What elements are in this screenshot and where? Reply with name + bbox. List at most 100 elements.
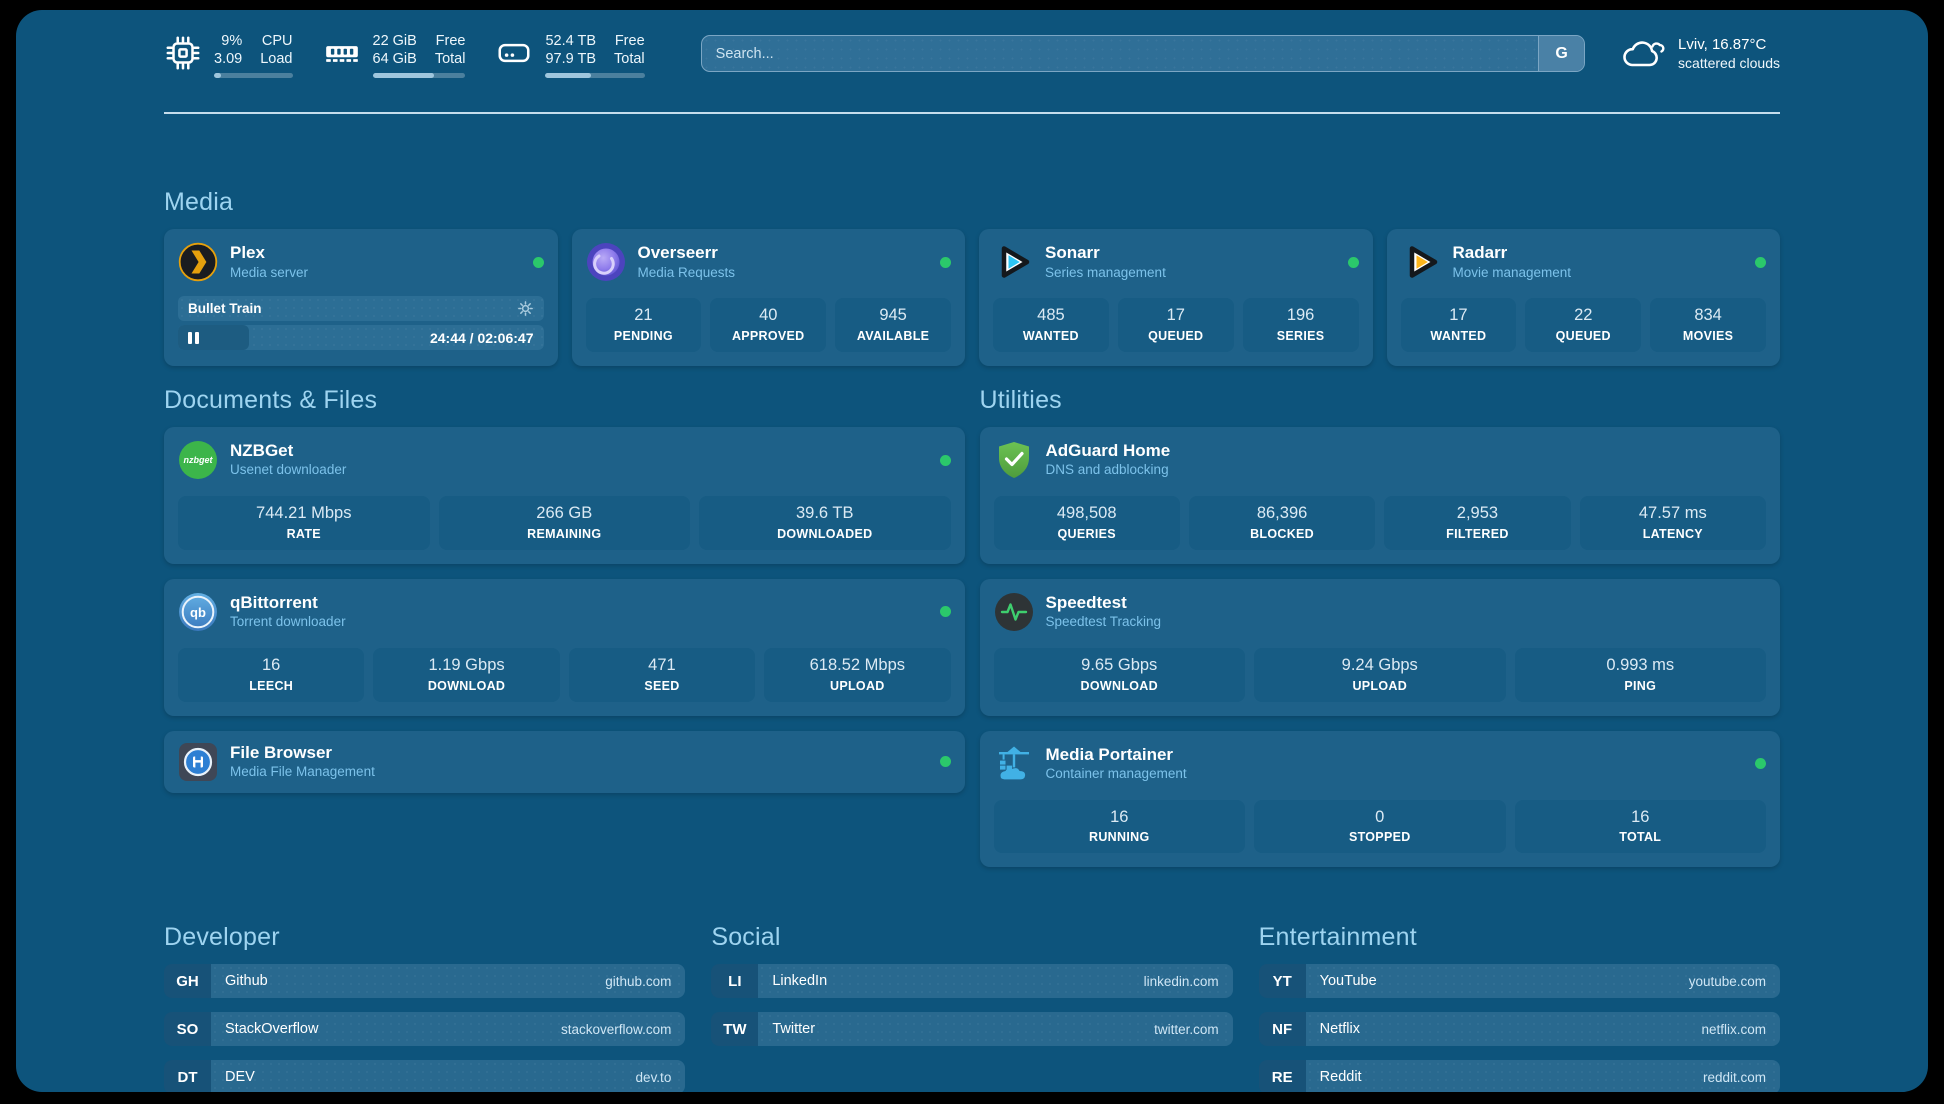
app-card-portainer[interactable]: Media Portainer Container management 16 …: [979, 730, 1780, 868]
ram-icon: [325, 46, 358, 62]
link-url: twitter.com: [1154, 1021, 1219, 1037]
link-name: Github: [225, 973, 268, 990]
disk-total-label: Total: [614, 51, 645, 68]
stat-ping: 0.993 ms PING: [1514, 647, 1766, 702]
stat-queries: 498,508 QUERIES: [993, 496, 1180, 550]
link-stackoverflow[interactable]: SO StackOverflow stackoverflow.com: [164, 1012, 686, 1047]
app-card-adguard[interactable]: AdGuard Home DNS and adblocking 498,508 …: [979, 427, 1780, 564]
cpu-usage-value: 9%: [221, 33, 243, 49]
disk-stat: 52.4 TB 97.9 TB Free Total: [495, 32, 645, 79]
app-subtitle: DNS and adblocking: [1045, 462, 1169, 478]
app-card-radarr[interactable]: Radarr Movie management 17 WANTED 22 QUE…: [1386, 229, 1780, 367]
link-twitter[interactable]: TW Twitter twitter.com: [711, 1012, 1233, 1047]
app-name: qBittorrent: [230, 592, 318, 612]
section-title-developer: Developer: [164, 923, 280, 952]
stat-running: 16 RUNNING: [993, 799, 1245, 854]
cpu-stat: 9% 3.09 CPU Load: [164, 32, 293, 79]
cloud-icon: [1623, 41, 1665, 67]
disk-free-label: Free: [614, 33, 645, 49]
stat-stopped: 0 STOPPED: [1254, 799, 1506, 854]
app-card-nzbget[interactable]: nzbget NZBGet Usenet downloader 744.21 M…: [164, 427, 965, 564]
social-column: Social LI LinkedIn linkedin.com TW Twitt…: [711, 923, 1233, 1092]
entertainment-column: Entertainment YT YouTube youtube.com NF …: [1258, 923, 1780, 1092]
cpu-load-label: Load: [260, 51, 293, 68]
stat-total: 16 TOTAL: [1514, 799, 1766, 854]
section-title-social: Social: [711, 923, 781, 952]
app-subtitle: Usenet downloader: [230, 462, 347, 478]
link-abbr: NF: [1258, 1012, 1306, 1047]
search-engine-button[interactable]: G: [1538, 36, 1585, 71]
search-input[interactable]: [701, 36, 1539, 71]
stat-queued: 22 QUEUED: [1525, 298, 1642, 353]
link-netflix[interactable]: NF Netflix netflix.com: [1258, 1012, 1780, 1047]
disk-icon: [498, 43, 531, 63]
link-abbr: GH: [164, 964, 211, 999]
app-card-filebrowser[interactable]: File Browser Media File Management: [164, 730, 965, 793]
sonarr-icon: [1001, 246, 1030, 278]
link-name: LinkedIn: [772, 973, 828, 990]
radarr-icon: [1409, 246, 1437, 278]
stat-wanted: 485 WANTED: [993, 298, 1109, 353]
svg-text:qb: qb: [190, 605, 206, 620]
status-dot: [939, 454, 951, 466]
stat-wanted: 17 WANTED: [1400, 298, 1517, 353]
link-youtube[interactable]: YT YouTube youtube.com: [1258, 964, 1780, 999]
stat-series: 196 SERIES: [1242, 298, 1359, 353]
link-url: reddit.com: [1702, 1069, 1766, 1085]
link-reddit[interactable]: RE Reddit reddit.com: [1258, 1060, 1780, 1092]
plex-icon: [178, 243, 218, 282]
weather-widget: Lviv, 16.87°C scattered clouds: [1621, 35, 1780, 71]
stat-remaining: 266 GB REMAINING: [438, 496, 690, 550]
link-linkedin[interactable]: LI LinkedIn linkedin.com: [711, 964, 1233, 999]
cpu-progress-bar: [214, 73, 293, 79]
adguard-icon: [998, 442, 1029, 479]
app-name: File Browser: [230, 742, 333, 762]
app-card-speedtest[interactable]: Speedtest Speedtest Tracking 9.65 Gbps D…: [979, 578, 1780, 716]
link-url: netflix.com: [1701, 1021, 1766, 1037]
link-abbr: YT: [1258, 964, 1306, 999]
app-name: Overseerr: [637, 243, 718, 263]
gear-icon[interactable]: [517, 300, 534, 317]
stat-upload: 9.24 Gbps UPLOAD: [1254, 647, 1506, 702]
pause-icon[interactable]: [188, 331, 199, 344]
stat-downloaded: 39.6 TB DOWNLOADED: [699, 496, 951, 550]
link-dev[interactable]: DT DEV dev.to: [164, 1060, 686, 1092]
app-card-plex[interactable]: Plex Media server Bullet Train: [164, 229, 558, 367]
app-subtitle: Series management: [1045, 264, 1166, 280]
svg-text:nzbget: nzbget: [184, 455, 214, 465]
stat-download: 1.19 Gbps DOWNLOAD: [373, 647, 560, 702]
search-bar[interactable]: G: [700, 35, 1586, 72]
status-dot: [1755, 758, 1766, 770]
stat-filtered: 2,953 FILTERED: [1384, 496, 1571, 550]
stat-download: 9.65 Gbps DOWNLOAD: [993, 647, 1245, 702]
link-abbr: TW: [711, 1012, 759, 1047]
cpu-icon: [166, 36, 200, 70]
stat-queued: 17 QUEUED: [1117, 298, 1234, 353]
now-playing-title: Bullet Train: [188, 301, 262, 317]
developer-column: Developer GH Github github.com SO StackO…: [164, 923, 686, 1092]
portainer-icon: [998, 746, 1029, 780]
app-name: Speedtest: [1045, 592, 1127, 612]
app-subtitle: Media server: [230, 264, 309, 280]
app-card-sonarr[interactable]: Sonarr Series management 485 WANTED 17 Q…: [979, 229, 1373, 367]
link-name: Twitter: [772, 1021, 816, 1038]
status-dot: [532, 256, 544, 268]
weather-location-temp: Lviv, 16.87°C: [1678, 36, 1767, 53]
app-subtitle: Container management: [1045, 766, 1187, 782]
section-title-utilities: Utilities: [979, 386, 1062, 415]
stat-latency: 47.57 ms LATENCY: [1579, 496, 1766, 550]
qbittorrent-icon: qb: [179, 592, 217, 631]
app-card-overseerr[interactable]: Overseerr Media Requests 21 PENDING 40 A…: [571, 229, 965, 367]
stat-rate: 744.21 Mbps RATE: [178, 496, 430, 550]
ram-total-label: Total: [434, 51, 466, 68]
status-dot: [1755, 256, 1766, 268]
ram-free-value: 22 GiB: [372, 33, 417, 49]
app-card-qbittorrent[interactable]: qb qBittorrent Torrent downloader 16: [164, 578, 965, 716]
section-title-media: Media: [164, 188, 234, 217]
link-github[interactable]: GH Github github.com: [164, 964, 686, 999]
section-title-documents: Documents & Files: [164, 386, 378, 415]
stat-upload: 618.52 Mbps UPLOAD: [764, 647, 951, 702]
app-subtitle: Media File Management: [230, 764, 375, 780]
link-abbr: DT: [164, 1060, 211, 1092]
link-abbr: LI: [711, 964, 759, 999]
